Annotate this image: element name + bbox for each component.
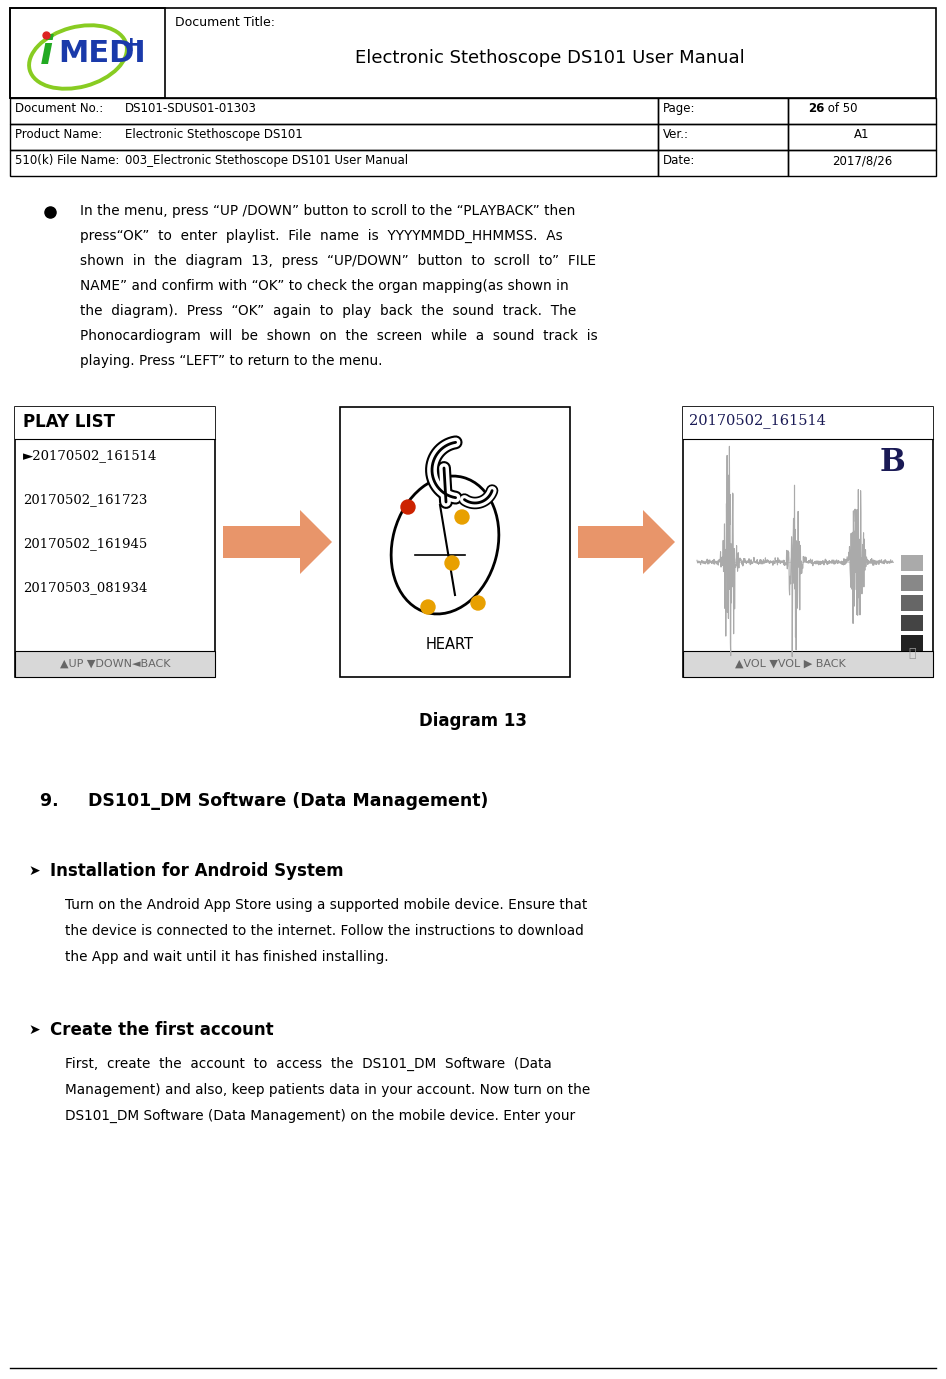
Bar — [15, 407, 215, 439]
Text: Product Name:: Product Name: — [15, 128, 102, 141]
Bar — [10, 124, 658, 150]
Text: 20170502_161945: 20170502_161945 — [23, 536, 148, 550]
Circle shape — [471, 596, 485, 610]
Text: shown  in  the  diagram  13,  press  “UP/DOWN”  button  to  scroll  to”  FILE: shown in the diagram 13, press “UP/DOWN”… — [80, 254, 596, 268]
Text: ➤: ➤ — [28, 865, 40, 878]
Text: +: + — [122, 34, 141, 55]
Text: In the menu, press “UP /DOWN” button to scroll to the “PLAYBACK” then: In the menu, press “UP /DOWN” button to … — [80, 204, 575, 218]
Text: ➤: ➤ — [28, 1023, 40, 1037]
Bar — [15, 651, 215, 677]
Text: ►20170502_161514: ►20170502_161514 — [23, 450, 157, 462]
Text: 20170503_081934: 20170503_081934 — [23, 581, 148, 594]
Bar — [901, 634, 923, 651]
Bar — [788, 124, 936, 150]
Text: DS101-SDUS01-01303: DS101-SDUS01-01303 — [125, 102, 257, 114]
Text: MEDI: MEDI — [58, 39, 146, 68]
Text: 9.   DS101_DM Software (Data Management): 9. DS101_DM Software (Data Management) — [40, 792, 488, 809]
Bar — [901, 554, 923, 571]
Bar — [683, 407, 933, 439]
Bar — [658, 124, 788, 150]
Text: the device is connected to the internet. Follow the instructions to download: the device is connected to the internet.… — [65, 924, 584, 938]
Text: PLAY LIST: PLAY LIST — [23, 412, 115, 432]
Text: 003_Electronic Stethoscope DS101 User Manual: 003_Electronic Stethoscope DS101 User Ma… — [125, 154, 408, 167]
Bar — [15, 407, 215, 677]
Text: Diagram 13: Diagram 13 — [419, 712, 527, 729]
Bar — [10, 150, 658, 177]
Text: 🔊: 🔊 — [908, 647, 916, 661]
Bar — [683, 651, 933, 677]
Bar — [788, 150, 936, 177]
Text: DS101_DM Software (Data Management) on the mobile device. Enter your: DS101_DM Software (Data Management) on t… — [65, 1109, 575, 1123]
Circle shape — [421, 600, 435, 614]
Text: Ver.:: Ver.: — [663, 128, 689, 141]
Text: Document No.:: Document No.: — [15, 102, 103, 114]
Text: 2017/8/26: 2017/8/26 — [832, 154, 892, 167]
Text: press“OK”  to  enter  playlist.  File  name  is  YYYYMMDD_HHMMSS.  As: press“OK” to enter playlist. File name i… — [80, 229, 563, 243]
Bar — [340, 407, 570, 677]
Text: the App and wait until it has finished installing.: the App and wait until it has finished i… — [65, 950, 389, 964]
Text: 510(k) File Name:: 510(k) File Name: — [15, 154, 119, 167]
Bar — [10, 8, 936, 98]
Text: 26: 26 — [808, 102, 824, 114]
Text: HEART: HEART — [426, 637, 474, 652]
Text: Create the first account: Create the first account — [50, 1020, 273, 1038]
Text: B: B — [879, 447, 905, 479]
Text: Date:: Date: — [663, 154, 695, 167]
Text: the  diagram).  Press  “OK”  again  to  play  back  the  sound  track.  The: the diagram). Press “OK” again to play b… — [80, 303, 576, 319]
Text: ▲UP ▼DOWN◄BACK: ▲UP ▼DOWN◄BACK — [60, 659, 170, 669]
Bar — [10, 8, 165, 98]
Text: Phonocardiogram  will  be  shown  on  the  screen  while  a  sound  track  is: Phonocardiogram will be shown on the scr… — [80, 330, 598, 343]
Text: Installation for Android System: Installation for Android System — [50, 862, 343, 880]
Text: ▲VOL ▼VOL ▶ BACK: ▲VOL ▼VOL ▶ BACK — [735, 659, 846, 669]
Text: Electronic Stethoscope DS101: Electronic Stethoscope DS101 — [125, 128, 303, 141]
Circle shape — [401, 501, 415, 514]
Text: Page:: Page: — [663, 102, 695, 114]
Text: NAME” and confirm with “OK” to check the organ mapping(as shown in: NAME” and confirm with “OK” to check the… — [80, 279, 569, 292]
Bar — [901, 594, 923, 611]
Bar — [658, 98, 788, 124]
Circle shape — [445, 556, 459, 570]
Bar — [901, 575, 923, 592]
Polygon shape — [578, 510, 675, 574]
Text: Document Title:: Document Title: — [175, 17, 275, 29]
Text: A1: A1 — [854, 128, 869, 141]
Text: playing. Press “LEFT” to return to the menu.: playing. Press “LEFT” to return to the m… — [80, 354, 382, 368]
Text: 20170502_161723: 20170502_161723 — [23, 494, 148, 506]
Bar — [901, 615, 923, 632]
Text: First,  create  the  account  to  access  the  DS101_DM  Software  (Data: First, create the account to access the … — [65, 1056, 552, 1071]
Text: of 50: of 50 — [824, 102, 857, 114]
Circle shape — [455, 510, 469, 524]
Bar — [683, 407, 933, 677]
Bar — [10, 98, 658, 124]
Text: i: i — [40, 34, 53, 72]
Bar — [788, 98, 936, 124]
Text: 20170502_161514: 20170502_161514 — [689, 412, 826, 427]
Polygon shape — [223, 510, 332, 574]
Text: Electronic Stethoscope DS101 User Manual: Electronic Stethoscope DS101 User Manual — [355, 50, 745, 68]
Bar — [658, 150, 788, 177]
Text: Turn on the Android App Store using a supported mobile device. Ensure that: Turn on the Android App Store using a su… — [65, 898, 587, 912]
Text: Management) and also, keep patients data in your account. Now turn on the: Management) and also, keep patients data… — [65, 1083, 590, 1098]
